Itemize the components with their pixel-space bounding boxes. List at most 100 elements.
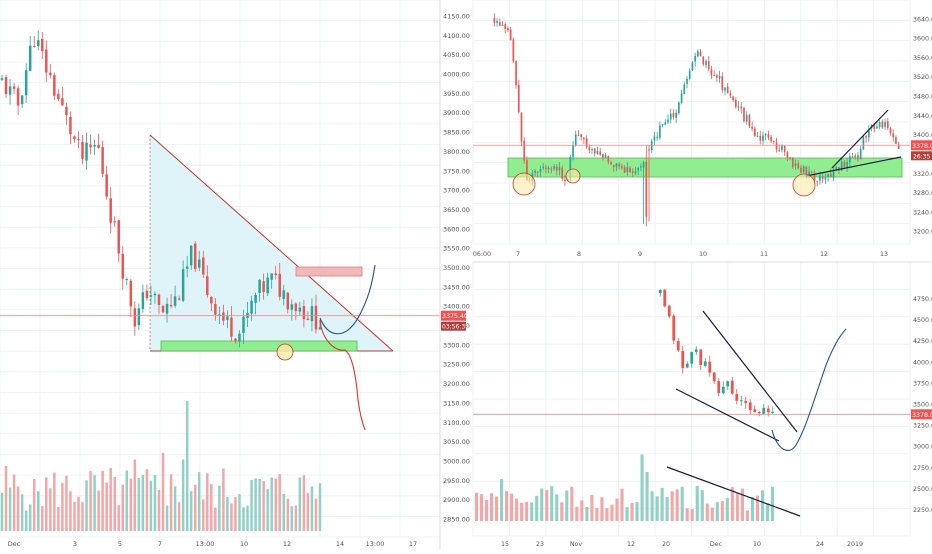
top-right-candle: [683, 84, 686, 95]
left-candle: [28, 45, 32, 71]
left-candle: [4, 77, 8, 95]
top-right-candle: [705, 60, 707, 66]
left-candle: [290, 304, 294, 310]
bottom-right-volume-bar: [670, 491, 674, 521]
top-right-candle: [802, 166, 805, 173]
left-volume-bar: [69, 491, 72, 531]
left-y-tick-label: 3600.00: [443, 225, 470, 233]
top-right-x-axis: 06:00 7 8 9 10 11 12 13: [473, 251, 888, 258]
left-x-tick-label: Dec: [8, 540, 21, 548]
top-right-candle: [596, 150, 599, 155]
top-right-candle: [577, 134, 580, 136]
top-right-candle: [710, 69, 713, 75]
left-x-tick-label: 17: [409, 540, 417, 548]
top-right-candle: [512, 39, 515, 62]
bottom-right-volume-bar: [590, 494, 594, 521]
bottom-right-y-tick-label: 2750.0: [913, 465, 932, 472]
top-right-candle: [517, 84, 520, 113]
left-volume-bar: [105, 482, 108, 531]
bottom-right-volume-bar: [675, 489, 679, 521]
left-candle: [109, 198, 112, 223]
top-right-candle: [610, 162, 612, 165]
bottom-right-candle: [703, 361, 707, 366]
top-right-candle: [534, 170, 536, 173]
top-right-candle: [631, 171, 634, 173]
top-right-candle: [819, 175, 821, 181]
top-right-candle: [645, 161, 648, 217]
top-right-y-tick-label: 3480.0: [913, 94, 932, 101]
left-volume-bar: [177, 502, 181, 531]
top-right-touch-circle: [565, 168, 581, 184]
left-volume-bar: [258, 479, 261, 531]
bottom-right-volume-bar: [610, 504, 614, 521]
top-right-candle: [862, 136, 865, 150]
top-right-candle: [515, 61, 517, 86]
top-right-candle: [507, 27, 509, 31]
left-candle: [77, 139, 80, 141]
left-volume-bar: [161, 453, 165, 531]
bottom-right-volume-bar: [490, 493, 494, 521]
bottom-right-candle: [771, 411, 775, 413]
left-volume-bar: [137, 478, 141, 531]
bottom-right-candle: [676, 340, 680, 351]
bottom-right-volume-bar: [535, 495, 539, 521]
left-price-tag: [441, 310, 466, 321]
left-volume-bar: [270, 477, 273, 531]
top-right-candle: [851, 156, 854, 158]
left-volume-bar: [294, 505, 298, 531]
bottom-right-volume-bar: [545, 489, 549, 521]
top-right-candle: [615, 163, 618, 167]
left-candle: [234, 338, 237, 342]
bottom-right-panel: 4750.0 4500.0 4250.0 4000.0 3750.0 3500.0 3250…: [472, 261, 932, 548]
bottom-right-candle: [694, 349, 698, 352]
left-volume-bar: [274, 478, 277, 531]
bottom-right-y-axis: 4750.0 4500.0 4250.0 4000.0 3750.0 3500.0 3250…: [913, 296, 932, 514]
left-candle: [181, 269, 185, 301]
top-right-candle: [737, 106, 740, 108]
top-right-touch-circle: [512, 172, 536, 196]
left-candle: [20, 95, 24, 105]
left-candle: [65, 106, 68, 116]
bottom-right-candle: [663, 289, 667, 307]
top-right-candle: [545, 167, 547, 169]
bottom-right-volume-bar: [510, 493, 514, 521]
left-candle: [193, 243, 197, 270]
left-volume-bar: [298, 477, 302, 531]
top-right-candle: [778, 149, 781, 151]
left-volume-bar: [246, 505, 249, 531]
top-right-candle: [667, 119, 669, 123]
top-right-candle: [501, 24, 504, 26]
top-right-candle: [854, 155, 857, 158]
top-right-candle: [743, 107, 745, 122]
left-y-tick-label: 3950.00: [443, 90, 470, 98]
left-volume-bar: [189, 491, 193, 531]
top-right-candle: [816, 181, 819, 183]
left-y-tick-label: 2950.00: [443, 477, 470, 485]
bottom-right-volume-bar: [655, 496, 659, 521]
top-right-candle: [648, 149, 650, 151]
left-candle: [314, 305, 318, 330]
top-right-x-tick-label: 12: [820, 251, 828, 258]
bottom-right-volume-bar: [474, 492, 479, 521]
bottom-right-x-axis: 15 23 Nov 12 20 Dec 10 24 2019: [501, 541, 863, 548]
top-right-y-tick-label: 3240.0: [913, 209, 932, 216]
bottom-right-volume-bar: [750, 496, 754, 521]
top-right-candle: [764, 133, 767, 136]
left-volume-bar: [121, 484, 125, 531]
left-candle: [306, 318, 310, 321]
left-candle: [121, 253, 125, 279]
top-right-y-tick-label: 3320.0: [913, 171, 932, 178]
left-candle: [318, 327, 322, 330]
left-candle: [137, 308, 141, 326]
left-candle: [133, 308, 137, 327]
top-right-candle: [569, 156, 572, 180]
top-right-candle: [536, 171, 539, 173]
bottom-right-volume-bar: [720, 501, 724, 521]
bottom-right-volume-bar: [730, 487, 734, 521]
top-right-trendline-upper: [831, 109, 889, 169]
bottom-right-volume-bar: [555, 494, 559, 521]
top-right-candle: [810, 172, 813, 174]
left-candle: [197, 259, 201, 268]
left-y-tick-label: 3300.00: [443, 341, 470, 349]
